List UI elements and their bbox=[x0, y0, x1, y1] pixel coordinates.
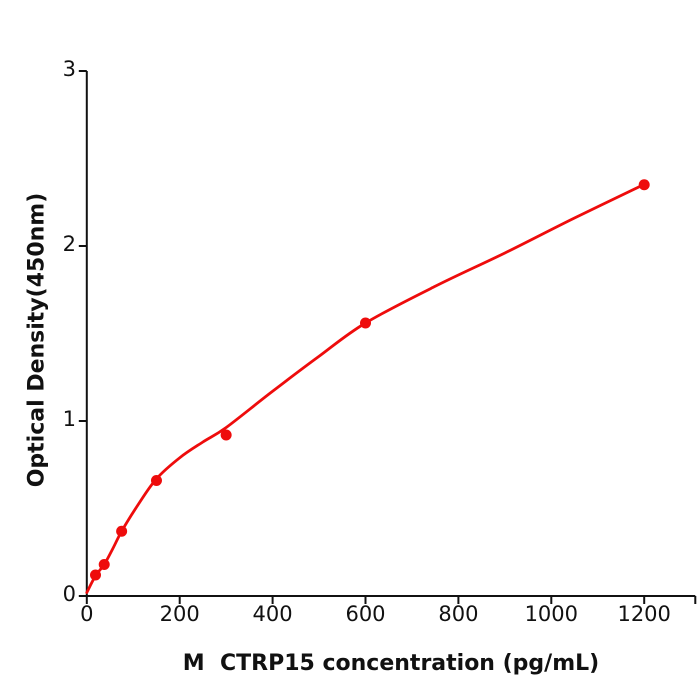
y-tick-label: 0 bbox=[62, 582, 76, 606]
y-tick-label: 1 bbox=[62, 407, 76, 431]
y-tick-label: 2 bbox=[62, 232, 76, 256]
x-tick-label: 800 bbox=[438, 602, 479, 626]
data-point bbox=[90, 569, 102, 581]
data-point bbox=[638, 179, 650, 191]
fit-curve bbox=[85, 183, 646, 594]
data-point bbox=[360, 317, 371, 329]
data-point bbox=[150, 475, 162, 486]
y-tick-label: 3 bbox=[62, 57, 76, 81]
x-tick-label: 1200 bbox=[617, 602, 671, 626]
data-point bbox=[220, 429, 232, 441]
x-tick-label: 200 bbox=[159, 602, 200, 626]
y-axis-title: Optical Density(450nm) bbox=[24, 192, 50, 488]
data-point bbox=[116, 525, 128, 537]
x-tick-label: 1000 bbox=[524, 602, 579, 626]
x-axis-title: M CTRP15 concentration (pg/mL) bbox=[182, 651, 600, 676]
x-tick-label: 600 bbox=[345, 602, 386, 626]
x-tick-label: 400 bbox=[252, 602, 293, 626]
x-tick-label: 0 bbox=[80, 602, 94, 626]
data-point bbox=[98, 559, 110, 570]
